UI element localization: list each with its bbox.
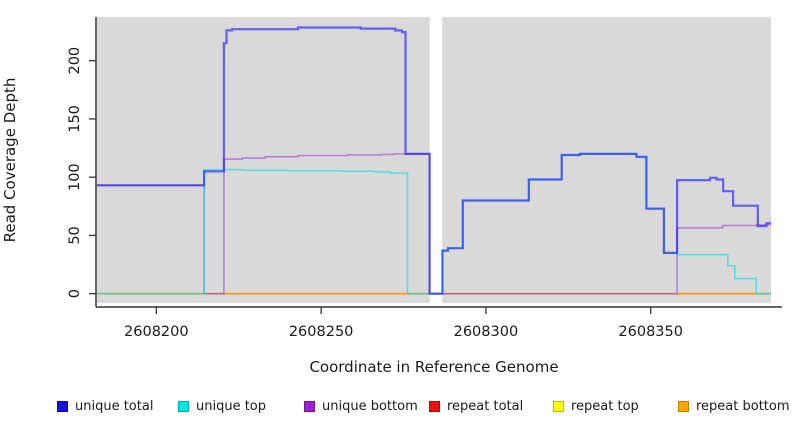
- y-tick-label: 50: [67, 226, 83, 244]
- legend-swatch-icon: [57, 400, 68, 412]
- x-tick-label: 2608350: [618, 324, 683, 340]
- series-unique-bottom-line: [97, 153, 771, 295]
- legend-label: unique top: [196, 398, 267, 414]
- legend-item-repeat-top: repeat top: [553, 396, 639, 416]
- legend-item-repeat-total: repeat total: [429, 396, 523, 416]
- legend-label: repeat bottom: [696, 398, 790, 414]
- y-axis-title: Read Coverage Depth: [1, 77, 19, 243]
- x-tick-label: 2608250: [289, 324, 354, 340]
- legend-swatch-icon: [304, 400, 315, 412]
- y-tick-label: 150: [67, 105, 83, 133]
- x-tick-label: 2608200: [124, 324, 189, 340]
- legend-swatch-icon: [553, 400, 564, 412]
- legend-label: repeat top: [571, 398, 639, 414]
- legend: unique total unique top unique bottom repea…: [0, 396, 792, 420]
- legend-item-repeat-bottom: repeat bottom: [678, 396, 790, 416]
- coverage-gap-band: [429, 17, 443, 303]
- legend-swatch-icon: [678, 400, 689, 412]
- legend-label: unique bottom: [322, 398, 418, 414]
- legend-swatch-icon: [429, 400, 440, 412]
- x-axis-title: Coordinate in Reference Genome: [309, 358, 559, 376]
- x-tick-label: 2608300: [454, 324, 519, 340]
- y-tick-label: 100: [67, 163, 83, 191]
- series-unique-total-line: [97, 26, 771, 295]
- legend-label: unique total: [75, 398, 154, 414]
- legend-label: repeat total: [447, 398, 524, 414]
- legend-item-unique-bottom: unique bottom: [304, 396, 418, 416]
- legend-swatch-icon: [178, 400, 189, 412]
- legend-item-unique-total: unique total: [57, 396, 153, 416]
- y-tick-label: 0: [67, 289, 83, 298]
- legend-item-unique-top: unique top: [178, 396, 266, 416]
- y-tick-label: 200: [67, 47, 83, 75]
